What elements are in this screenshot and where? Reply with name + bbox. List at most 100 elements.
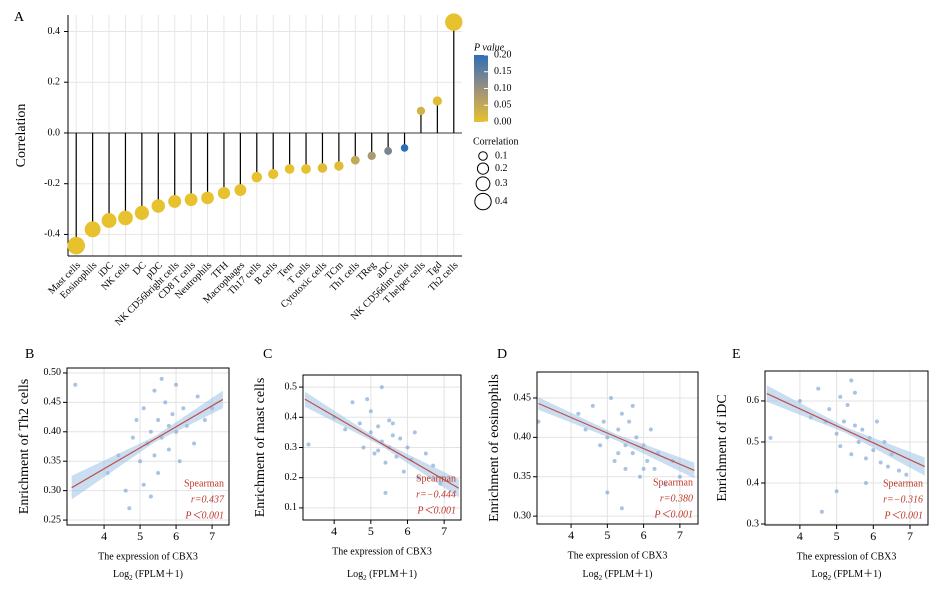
point xyxy=(827,407,832,412)
point xyxy=(797,398,802,403)
x-axis-label-2: Log2 (FPLM＋1) xyxy=(347,569,417,581)
point xyxy=(852,390,857,395)
point xyxy=(871,448,876,453)
point xyxy=(634,435,639,440)
annotation: P＜0.001 xyxy=(653,509,693,520)
point xyxy=(334,161,344,171)
point xyxy=(138,459,143,464)
point xyxy=(177,459,182,464)
annotation: Spearman xyxy=(653,477,693,488)
panel-letter: A xyxy=(14,10,25,25)
point xyxy=(616,451,621,456)
y-tick-label: 0.30 xyxy=(44,485,62,496)
y-tick-label: 0.35 xyxy=(514,471,532,482)
point xyxy=(601,419,606,424)
point xyxy=(768,435,773,440)
x-tick-label: 7 xyxy=(677,528,683,542)
y-axis-label: Enrichment of Th2 cells xyxy=(17,379,32,514)
point xyxy=(367,151,376,160)
point xyxy=(423,451,428,456)
x-axis-label-part: (FPLM＋1) xyxy=(831,569,881,580)
point xyxy=(368,409,373,414)
x-tick-label: 5 xyxy=(137,529,143,543)
size-key xyxy=(474,192,492,211)
point xyxy=(852,423,857,428)
x-axis-label-part: 2 xyxy=(363,574,367,582)
point xyxy=(141,482,146,487)
x-axis-label-2: Log2 (FPLM＋1) xyxy=(583,569,653,581)
point xyxy=(234,184,247,196)
point xyxy=(368,430,373,435)
point xyxy=(156,418,161,423)
panel-letter: E xyxy=(732,347,741,362)
size-key-label: 0.2 xyxy=(495,163,508,174)
point xyxy=(350,155,360,165)
y-tick-label: 0.3 xyxy=(747,518,760,529)
point xyxy=(641,466,646,471)
x-axis-label-part: Log xyxy=(113,569,129,580)
point xyxy=(663,482,668,487)
y-tick-label: 0.0 xyxy=(48,127,61,138)
point xyxy=(174,382,179,387)
fit-line xyxy=(766,393,925,468)
point xyxy=(605,490,610,495)
point xyxy=(878,460,883,465)
point xyxy=(838,444,843,449)
x-tick-label: 7 xyxy=(209,529,215,543)
point xyxy=(616,427,621,432)
point xyxy=(357,421,362,426)
point xyxy=(623,466,628,471)
point xyxy=(885,464,890,469)
fit-line xyxy=(304,398,460,489)
frame xyxy=(536,371,699,525)
point xyxy=(181,406,186,411)
size-key-label: 0.3 xyxy=(495,178,508,189)
point xyxy=(170,412,175,417)
y-axis-label: Enrichment of eosinophils xyxy=(487,374,502,522)
color-tick-label: 0.20 xyxy=(494,49,512,60)
y-tick-label: 0.2 xyxy=(48,77,61,88)
y-tick-label: 0.30 xyxy=(514,510,532,521)
annotation: P＜0.001 xyxy=(416,505,456,516)
point xyxy=(630,403,635,408)
point xyxy=(301,164,311,174)
point xyxy=(134,205,149,220)
point xyxy=(619,506,624,511)
point xyxy=(184,193,198,207)
x-tick-label: 5 xyxy=(368,524,374,538)
fit-line xyxy=(71,398,224,489)
point xyxy=(401,469,406,474)
size-key-label: 0.1 xyxy=(495,150,508,161)
point xyxy=(834,431,839,436)
point xyxy=(379,385,384,390)
x-axis-label-part: Log xyxy=(347,569,363,580)
point xyxy=(84,221,101,238)
y-tick-label: 0.4 xyxy=(285,412,298,423)
x-tick-label: 4 xyxy=(797,529,803,543)
x-axis-label: The expression of CBX3 xyxy=(98,551,198,562)
point xyxy=(904,472,909,477)
y-axis-label: Correlation xyxy=(14,104,29,168)
annotation: r=−0.316 xyxy=(883,494,923,505)
x-axis-label-2: Log2 (FPLM＋1) xyxy=(812,569,882,581)
x-axis-label-part: Log xyxy=(583,569,599,580)
point xyxy=(372,451,377,456)
point xyxy=(849,378,854,383)
point xyxy=(432,96,443,106)
point xyxy=(398,436,403,441)
point xyxy=(376,424,381,429)
point xyxy=(387,418,392,423)
x-tick-label: 7 xyxy=(441,524,447,538)
point xyxy=(412,430,417,435)
point xyxy=(127,506,132,511)
y-tick-label: -0.2 xyxy=(44,178,60,189)
size-key-label: 0.4 xyxy=(495,196,508,207)
point xyxy=(874,419,879,424)
y-axis-label: Enrichment of iDC xyxy=(715,394,730,501)
point xyxy=(390,421,395,426)
point xyxy=(159,376,164,381)
point xyxy=(838,394,843,399)
x-axis-label: The expression of CBX3 xyxy=(332,546,432,557)
frame xyxy=(302,374,462,521)
